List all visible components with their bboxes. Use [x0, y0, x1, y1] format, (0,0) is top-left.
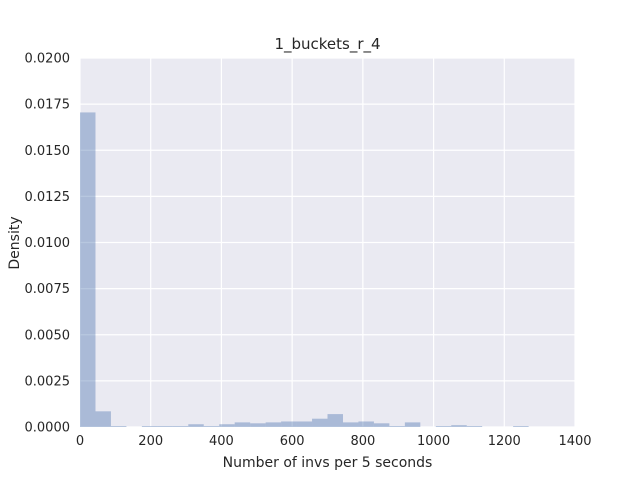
histogram-bar [312, 418, 328, 427]
y-axis-label: Density [7, 216, 23, 269]
histogram-bar [80, 112, 96, 428]
y-tick-label: 0.0200 [25, 52, 71, 67]
histogram-bar [466, 426, 483, 427]
histogram-bar [296, 421, 313, 427]
x-tick-label: 400 [209, 434, 234, 449]
x-tick-label: 800 [350, 434, 375, 449]
histogram-bar [404, 422, 421, 427]
y-tick-label: 0.0175 [25, 98, 71, 113]
histogram-bar [513, 426, 529, 427]
histogram-bar [250, 423, 266, 427]
histogram-bar [327, 414, 343, 427]
x-tick-label: 0 [76, 434, 84, 449]
histogram-bar [389, 426, 405, 427]
y-tick-label: 0.0000 [25, 421, 71, 436]
x-tick-label: 1000 [417, 434, 450, 449]
x-tick-label: 1400 [558, 434, 591, 449]
x-axis-label: Number of invs per 5 seconds [223, 455, 433, 471]
histogram-bar [141, 426, 158, 427]
histogram-bar [219, 424, 235, 427]
histogram-bar [203, 426, 220, 427]
histogram-bars [80, 112, 529, 428]
y-tick-labels: 0.0000 0.0025 0.0050 0.0075 0.0100 0.0125 0.01… [25, 52, 71, 436]
y-tick-label: 0.0150 [25, 144, 71, 159]
y-tick-label: 0.0075 [25, 282, 71, 297]
y-gridlines [80, 57, 575, 428]
histogram-bar [234, 422, 251, 427]
histogram-bar [358, 421, 374, 427]
x-tick-label: 600 [280, 434, 305, 449]
x-tick-label: 200 [138, 434, 163, 449]
histogram-bar [188, 424, 204, 427]
histogram-bar [373, 423, 390, 427]
histogram-bar [435, 426, 452, 427]
chart-title: 1_buckets_r_4 [274, 35, 380, 54]
y-tick-label: 0.0100 [25, 236, 71, 251]
histogram-bar [95, 411, 111, 427]
histogram-bar [110, 426, 127, 427]
histogram-bar [281, 421, 297, 427]
y-tick-label: 0.0025 [25, 374, 71, 389]
x-tick-label: 1200 [488, 434, 521, 449]
histogram-bar [157, 426, 173, 427]
y-tick-label: 0.0050 [25, 328, 71, 343]
histogram-bar [265, 422, 282, 427]
x-tick-labels: 0 200 400 600 800 1000 1200 1400 [76, 434, 592, 449]
histogram-bar [342, 422, 359, 427]
histogram-bar [172, 426, 189, 427]
y-tick-label: 0.0125 [25, 190, 71, 205]
histogram-bar [451, 425, 467, 427]
